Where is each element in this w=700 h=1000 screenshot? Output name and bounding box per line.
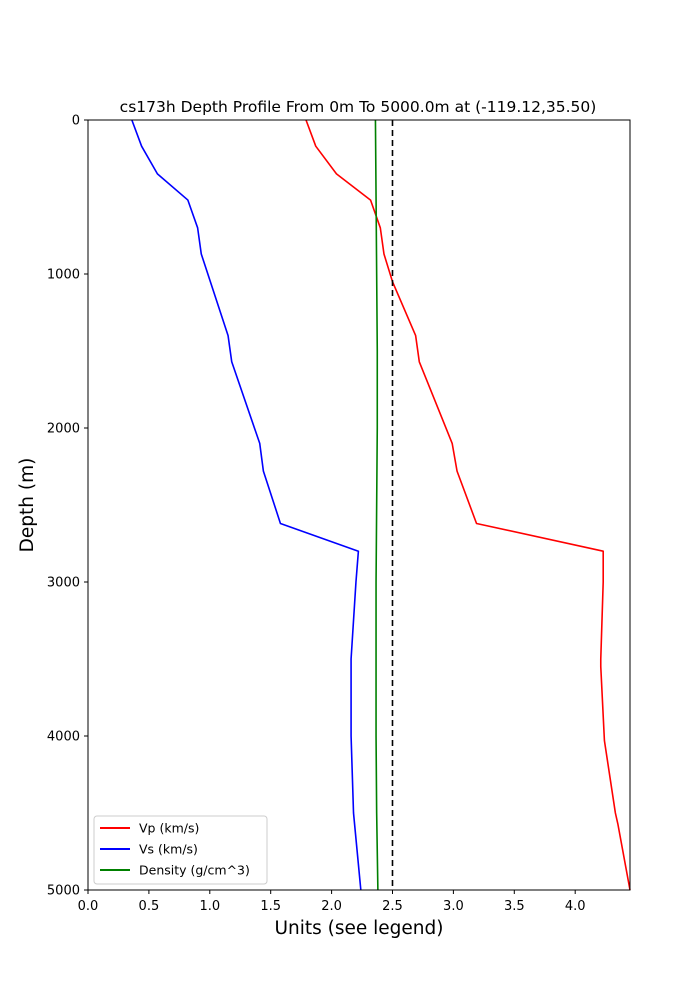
y-tick-label: 2000	[47, 422, 80, 437]
y-axis-label: Depth (m)	[17, 458, 38, 553]
plot-frame	[87, 119, 631, 891]
x-tick-label: 3.5	[504, 899, 525, 914]
legend-entry-label: Vs (km/s)	[139, 842, 198, 857]
x-tick-label: 2.0	[321, 899, 342, 914]
plot-area-group	[131, 119, 631, 891]
y-tick-label: 3000	[47, 576, 80, 591]
series-line-2	[374, 119, 379, 891]
x-tick-label: 0.0	[78, 899, 99, 914]
legend: Vp (km/s) Vs (km/s) Density (g/cm^3)	[93, 815, 268, 885]
y-tick-label: 5000	[47, 884, 80, 899]
y-tick-label: 0	[72, 114, 80, 129]
chart-title: cs173h Depth Profile From 0m To 5000.0m …	[120, 98, 597, 116]
series-line-0	[305, 119, 631, 891]
y-tick-label: 1000	[47, 268, 80, 283]
y-tick-label: 4000	[47, 730, 80, 745]
series-line-1	[131, 119, 362, 891]
x-tick-label: 0.5	[139, 899, 160, 914]
axes-group: 0.0 0.5 1.0 1.5 2.0 2.5 3.0 3.5 4.0 0 1000 2000 3000…	[47, 114, 586, 915]
legend-entry-label: Density (g/cm^3)	[139, 863, 250, 878]
x-tick-label: 1.5	[260, 899, 281, 914]
x-tick-label: 2.5	[382, 899, 403, 914]
x-tick-label: 3.0	[443, 899, 464, 914]
x-tick-label: 4.0	[565, 899, 586, 914]
legend-box	[93, 815, 268, 885]
legend-entry-label: Vp (km/s)	[139, 821, 199, 836]
x-tick-label: 1.0	[199, 899, 220, 914]
x-axis-label: Units (see legend)	[274, 918, 443, 939]
